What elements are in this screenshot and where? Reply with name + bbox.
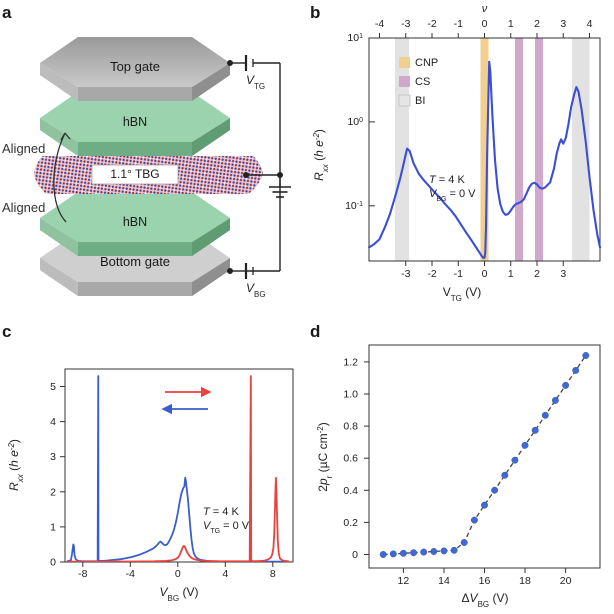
svg-text:hBN: hBN	[123, 115, 147, 129]
svg-text:ΔVBG (V): ΔVBG (V)	[462, 591, 509, 609]
svg-text:-4: -4	[375, 18, 384, 30]
svg-text:4: 4	[50, 416, 56, 428]
svg-text:Rxx (h e-2): Rxx (h e-2)	[7, 439, 25, 491]
svg-text:3: 3	[560, 268, 566, 280]
svg-text:2: 2	[50, 486, 56, 498]
svg-text:-2: -2	[427, 18, 436, 30]
svg-text:-3: -3	[401, 18, 410, 30]
svg-text:3: 3	[50, 451, 56, 463]
svg-text:1: 1	[508, 268, 514, 280]
svg-text:4: 4	[222, 568, 228, 580]
svg-text:-1: -1	[454, 18, 463, 30]
svg-text:1.1° TBG: 1.1° TBG	[110, 167, 159, 181]
svg-text:0: 0	[175, 568, 181, 580]
svg-text:0.4: 0.4	[343, 485, 358, 497]
svg-text:1: 1	[508, 18, 514, 30]
svg-text:0: 0	[482, 268, 488, 280]
svg-text:0.6: 0.6	[343, 453, 358, 465]
svg-text:CS: CS	[415, 76, 430, 88]
svg-text:10-1: 10-1	[345, 200, 363, 212]
svg-text:0: 0	[50, 557, 56, 569]
svg-text:CNP: CNP	[415, 57, 438, 69]
svg-text:8: 8	[270, 568, 276, 580]
svg-text:-1: -1	[454, 268, 463, 280]
svg-text:T = 4 K: T = 4 K	[429, 174, 465, 186]
svg-text:VTG = 0 V: VTG = 0 V	[203, 520, 250, 535]
svg-text:VBG: VBG	[246, 281, 266, 299]
svg-text:2pr (µC cm-2): 2pr (µC cm-2)	[316, 422, 334, 491]
svg-text:hBN: hBN	[123, 215, 147, 229]
svg-text:1: 1	[50, 521, 56, 533]
svg-text:2: 2	[534, 18, 540, 30]
svg-text:20: 20	[560, 575, 572, 587]
svg-text:VTG: VTG	[246, 73, 265, 91]
svg-text:-8: -8	[78, 568, 87, 580]
svg-text:5: 5	[50, 381, 56, 393]
svg-text:0.2: 0.2	[343, 517, 358, 529]
svg-text:-2: -2	[427, 268, 436, 280]
svg-text:VTG (V): VTG (V)	[443, 285, 481, 303]
svg-text:18: 18	[519, 575, 531, 587]
svg-text:1.0: 1.0	[343, 389, 358, 401]
svg-text:1.2: 1.2	[343, 356, 358, 368]
svg-text:Aligned: Aligned	[2, 141, 45, 156]
svg-text:ν: ν	[482, 3, 488, 15]
svg-text:0: 0	[352, 549, 358, 561]
svg-text:100: 100	[347, 116, 363, 128]
svg-text:3: 3	[560, 18, 566, 30]
svg-text:0: 0	[482, 18, 488, 30]
svg-text:VBG (V): VBG (V)	[160, 585, 199, 603]
svg-text:T = 4 K: T = 4 K	[203, 506, 239, 518]
svg-text:-4: -4	[126, 568, 135, 580]
svg-text:Rxx (h e-2): Rxx (h e-2)	[312, 129, 330, 181]
svg-text:101: 101	[347, 32, 363, 44]
svg-text:VBG = 0 V: VBG = 0 V	[429, 188, 476, 203]
svg-text:Aligned: Aligned	[2, 200, 45, 215]
svg-text:BI: BI	[415, 95, 425, 107]
svg-text:14: 14	[438, 575, 450, 587]
svg-text:4: 4	[587, 18, 593, 30]
svg-text:Bottom gate: Bottom gate	[100, 254, 170, 269]
svg-text:2: 2	[534, 268, 540, 280]
svg-text:-3: -3	[401, 268, 410, 280]
svg-text:0.8: 0.8	[343, 421, 358, 433]
svg-text:16: 16	[479, 575, 491, 587]
svg-text:12: 12	[398, 575, 410, 587]
svg-text:Top gate: Top gate	[110, 59, 160, 74]
